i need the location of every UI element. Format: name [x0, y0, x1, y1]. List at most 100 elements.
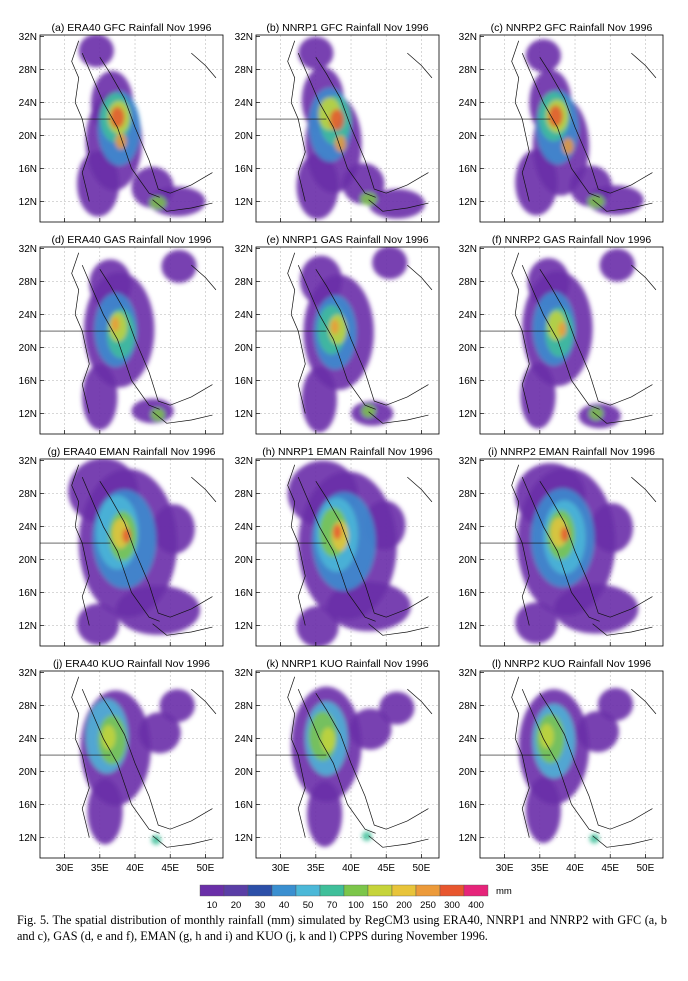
lon-tick-label: 40E — [126, 863, 144, 874]
lat-tick-label: 24N — [459, 98, 477, 109]
lat-tick-label: 24N — [459, 734, 477, 745]
rainfall-contour — [326, 581, 411, 632]
panel-title: (k) NNRP1 KUO Rainfall Nov 1996 — [266, 658, 428, 670]
coastline — [511, 40, 530, 202]
rainfall-contour — [515, 602, 558, 644]
panel-title: (h) NNRP1 EMAN Rainfall Nov 1996 — [262, 446, 433, 458]
rainfall-contour — [301, 366, 337, 433]
rainfall-contour — [379, 691, 415, 725]
rainfall-contour — [597, 687, 634, 721]
rainfall-contour — [589, 406, 604, 420]
map-frame — [255, 670, 440, 859]
coastline — [511, 464, 530, 626]
rainfall-contour — [553, 584, 639, 634]
rainfall-contour — [110, 106, 125, 129]
rainfall-field — [518, 687, 634, 844]
coastline — [407, 688, 433, 715]
map-frame — [39, 34, 224, 223]
lat-tick-label: 28N — [19, 277, 37, 288]
rainfall-contour — [333, 524, 342, 540]
coastline — [191, 264, 217, 291]
rainfall-contour — [150, 408, 165, 422]
rainfall-contour — [558, 321, 567, 337]
map-frame — [255, 34, 440, 223]
panel-title: (i) NNRP2 EMAN Rainfall Nov 1996 — [488, 446, 655, 458]
rainfall-field — [82, 249, 197, 430]
coastline — [297, 688, 376, 834]
colorbar-tick-label: 100 — [348, 900, 364, 911]
map-frame — [39, 670, 224, 859]
rainfall-contour — [372, 247, 408, 280]
coastline — [71, 40, 90, 202]
colorbar-tick-label: 150 — [372, 900, 388, 911]
lat-tick-label: 28N — [235, 489, 253, 500]
lat-tick-label: 32N — [19, 244, 37, 255]
coastline — [287, 40, 306, 202]
rainfall-contour — [329, 109, 344, 131]
lat-tick-label: 32N — [235, 668, 253, 679]
rainfall-contour — [590, 503, 634, 553]
lat-tick-label: 28N — [459, 277, 477, 288]
map-panel-k: (k) NNRP1 KUO Rainfall Nov 1996 32N 28N 24N… — [235, 658, 440, 874]
coastline — [539, 269, 653, 406]
rainfall-contour — [539, 723, 554, 749]
rainfall-contour — [149, 196, 167, 210]
rainfall-contour — [334, 135, 347, 152]
coastline — [592, 199, 653, 212]
rainfall-contour — [115, 133, 127, 150]
lat-tick-label: 24N — [19, 310, 37, 321]
coastline — [368, 411, 429, 424]
coastline — [631, 52, 657, 79]
lat-tick-label: 28N — [235, 65, 253, 76]
map-panel-i: (i) NNRP2 EMAN Rainfall Nov 1996 32N 28N 24… — [459, 446, 664, 647]
rainfall-contour — [515, 149, 558, 216]
coastline — [539, 57, 653, 194]
map-frame — [255, 458, 440, 647]
rainfall-contour — [361, 831, 372, 842]
rainfall-contour — [368, 189, 425, 219]
lon-tick-label: 30E — [272, 863, 290, 874]
coastline — [315, 269, 429, 406]
colorbar-tick-label: 50 — [303, 900, 314, 911]
coastline — [287, 676, 306, 838]
coastline — [592, 411, 653, 424]
lat-tick-label: 32N — [19, 456, 37, 467]
lat-tick-label: 12N — [459, 409, 477, 420]
coastline — [368, 199, 429, 212]
rainfall-contour — [159, 689, 195, 723]
lat-tick-label: 12N — [235, 409, 253, 420]
rainfall-contour — [161, 249, 197, 283]
coastline — [152, 411, 213, 424]
colorbar-tick-label: 250 — [420, 900, 436, 911]
lat-tick-label: 32N — [19, 32, 37, 43]
coastline — [71, 676, 90, 838]
rainfall-contour — [76, 603, 120, 645]
rainfall-field — [296, 36, 425, 220]
lon-tick-label: 30E — [56, 863, 74, 874]
lat-tick-label: 12N — [235, 833, 253, 844]
lat-tick-label: 32N — [459, 668, 477, 679]
rainfall-contour — [548, 105, 563, 127]
rainfall-field — [291, 686, 415, 847]
coastline — [287, 464, 306, 626]
lat-tick-label: 24N — [19, 98, 37, 109]
coastline — [592, 623, 653, 636]
lat-tick-label: 28N — [459, 701, 477, 712]
coastline — [407, 264, 433, 291]
map-frame — [39, 458, 224, 647]
lat-tick-label: 20N — [459, 131, 477, 142]
coastline — [287, 252, 306, 414]
colorbar-tick-label: 400 — [468, 900, 484, 911]
coastline — [297, 52, 376, 198]
rainfall-contour — [78, 35, 114, 68]
lat-tick-label: 32N — [19, 668, 37, 679]
lat-tick-label: 16N — [19, 800, 37, 811]
coastline — [297, 264, 376, 410]
rainfall-contour — [299, 255, 343, 306]
lat-tick-label: 16N — [19, 588, 37, 599]
colorbar-tick-label: 10 — [207, 900, 218, 911]
rainfall-contour — [560, 526, 570, 542]
coastline — [539, 693, 653, 830]
lat-tick-label: 16N — [235, 800, 253, 811]
rainfall-contour — [115, 585, 201, 635]
